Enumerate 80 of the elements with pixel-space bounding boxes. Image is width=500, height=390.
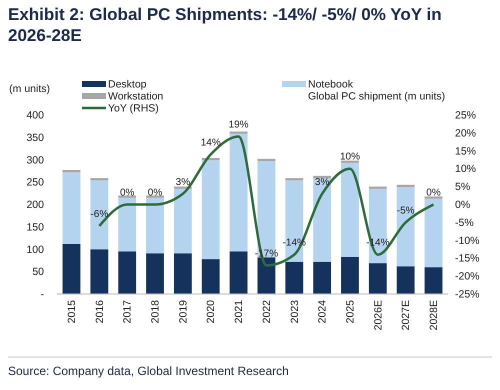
data-label: 0% [426, 188, 441, 198]
bar [368, 263, 387, 294]
x-tick-label: 2020 [205, 300, 218, 324]
bar [424, 196, 442, 199]
text: Global PC shipment (m units) [308, 90, 446, 102]
x-tick-label: 2015 [66, 300, 78, 324]
bar [258, 158, 276, 162]
y2-tick-label: -20% [455, 270, 480, 283]
y-tick-label: 400 [26, 110, 44, 122]
data-label: 19% [228, 119, 249, 130]
y-tick-label: 250 [26, 176, 44, 189]
bar [313, 178, 332, 262]
bar [424, 198, 442, 268]
x-tick-label: 2022 [260, 300, 273, 324]
y2-tick-label: 20% [455, 127, 476, 140]
y-tick-label: 50 [32, 266, 44, 278]
bar [174, 253, 192, 294]
bar [341, 162, 359, 257]
x-tick-label: 2019 [177, 300, 190, 324]
legend-label: Workstation [108, 90, 164, 102]
data-label: 0% [148, 188, 162, 198]
data-label: 3% [314, 176, 330, 188]
y-tick-label: - [40, 288, 44, 300]
x-tick-label: 2016 [94, 300, 106, 324]
y-axis-title: (m units) [9, 83, 50, 95]
x-tick-label: 2024 [316, 300, 329, 324]
bar [230, 134, 248, 252]
x-tick-label: 2025 [344, 300, 356, 324]
legend-label: Desktop [108, 78, 147, 90]
bar [202, 160, 220, 260]
x-tick-label: 2023 [288, 300, 301, 324]
bar [258, 257, 276, 294]
x-tick-label: 2028E [428, 300, 440, 330]
x-tick-label: 2021 [233, 300, 246, 324]
y-tick-label: 200 [26, 199, 44, 211]
y2-tick-label: -10% [455, 234, 480, 247]
bar [174, 188, 192, 254]
y2-tick-label: -15% [455, 252, 480, 265]
bar [62, 244, 80, 294]
x-tick-label: 2017 [122, 300, 134, 324]
y2-tick-label: -25% [455, 288, 480, 300]
chart-title: Exhibit 2: Global PC Shipments: -14%/ -5%/ 0% YoY in 2026-28E [8, 5, 442, 45]
bar [90, 249, 108, 294]
y2-tick-label: -5% [455, 216, 474, 229]
bar [396, 187, 415, 266]
data-label: -6% [90, 208, 108, 220]
bar [313, 176, 332, 178]
x-tick-label: 2018 [150, 300, 162, 324]
bar [146, 253, 164, 294]
y2-tick-label: 0% [455, 199, 470, 211]
bar [396, 266, 415, 294]
bar [90, 180, 108, 250]
data-label: -5% [396, 205, 415, 216]
data-label: 0% [120, 188, 135, 198]
x-tick-label: 2027E [400, 300, 412, 330]
data-label: 10% [340, 152, 360, 163]
y-tick-label: 300 [26, 154, 44, 166]
source-note: Source: Company data, Global Investment Research [8, 364, 289, 378]
y-tick-label: 100 [26, 244, 44, 256]
y2-tick-label: 25% [455, 110, 476, 122]
bar [62, 172, 80, 244]
y2-tick-label: 5% [455, 181, 470, 194]
bar [118, 251, 136, 294]
data-label: 3% [176, 176, 190, 188]
data-label: 14% [200, 137, 221, 148]
y2-tick-label: 15% [455, 145, 476, 158]
bar [202, 259, 220, 294]
bar [424, 267, 442, 294]
bar [341, 256, 359, 294]
bar [118, 198, 136, 252]
legend-label: Notebook [308, 78, 354, 90]
y-tick-label: 150 [26, 221, 44, 234]
bar [230, 251, 248, 294]
bar [285, 262, 304, 294]
y-tick-label: 350 [26, 132, 44, 144]
legend-label: YoY (RHS) [108, 102, 159, 114]
bar [313, 262, 332, 294]
y2-tick-label: 10% [455, 163, 476, 176]
x-tick-label: 2026E [372, 300, 384, 330]
bar [146, 198, 164, 254]
